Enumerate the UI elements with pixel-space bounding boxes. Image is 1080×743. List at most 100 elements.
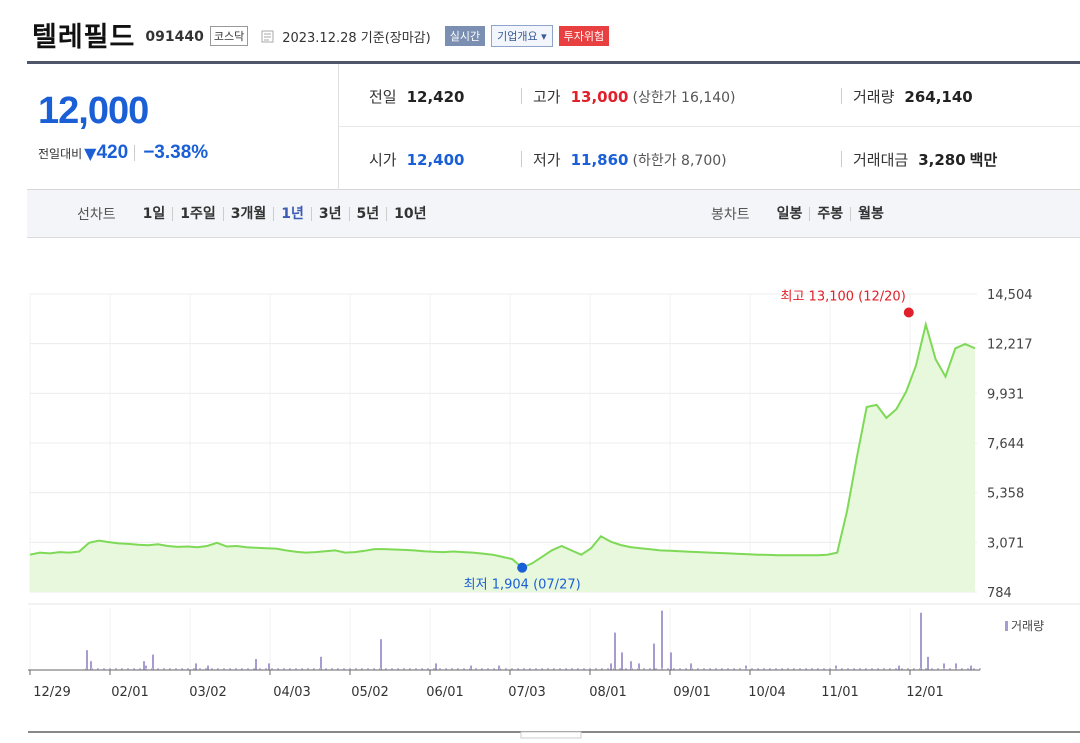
candle-chart-options: 봉차트 일봉 주봉 월봉 (711, 190, 891, 238)
volume-bar (961, 668, 963, 670)
price-box: 12,000 전일대비 ▼ 420 −3.38% (27, 64, 339, 190)
volume-bar (625, 668, 627, 670)
volume-bar (889, 668, 891, 670)
volume-bar (451, 668, 453, 670)
high-label: 최고 13,100 (12/20) (781, 289, 906, 304)
volume-bar (295, 668, 297, 670)
candle-monthly[interactable]: 월봉 (850, 207, 891, 221)
volume-bar (403, 668, 405, 670)
volume-bar (775, 668, 777, 670)
volume: 거래량 264,140 (853, 86, 973, 107)
volume-bar (409, 668, 411, 670)
volume-bar (630, 661, 632, 670)
volume-bar (979, 668, 981, 670)
period-3y[interactable]: 3년 (310, 207, 349, 221)
volume-bar (433, 668, 435, 670)
volume-bar (823, 668, 825, 670)
y-tick-label: 784 (987, 586, 1012, 601)
volume-bar (703, 668, 705, 670)
x-tick-label: 08/01 (589, 685, 626, 700)
volume-bar (289, 668, 291, 670)
period-10y[interactable]: 10년 (386, 207, 433, 221)
volume-bar (841, 668, 843, 670)
y-tick-label: 3,071 (987, 536, 1024, 551)
volume-bar (259, 668, 261, 670)
volume-bar (853, 668, 855, 670)
volume-bar (871, 668, 873, 670)
volume-bar (325, 668, 327, 670)
volume-bar (493, 668, 495, 670)
volume-bar (877, 668, 879, 670)
price-chart[interactable]: 14,504 12,217 9,931 7,644 5,358 3,071 784 최고 13… (0, 238, 1080, 739)
volume-bar (379, 668, 381, 670)
volume-bar (895, 668, 897, 670)
volume-bar (427, 668, 429, 670)
high-price: 고가 13,000 (상한가 16,140) (533, 86, 736, 107)
down-arrow-icon: ▼ (84, 143, 97, 163)
volume-bar (349, 668, 351, 670)
low-point (517, 562, 528, 573)
volume-bar (661, 610, 663, 670)
volume-bar (505, 668, 507, 670)
volume-bar (583, 668, 585, 670)
price-panel: 12,000 전일대비 ▼ 420 −3.38% 전일 12,420 고가 13… (27, 61, 1080, 190)
period-3m[interactable]: 3개월 (222, 207, 274, 221)
volume-bar (265, 668, 267, 670)
y-tick-label: 9,931 (987, 387, 1024, 402)
volume-bar (337, 668, 339, 670)
volume-bar (638, 663, 640, 670)
volume-bar (601, 668, 603, 670)
volume-bar (97, 668, 99, 670)
volume-bar (805, 668, 807, 670)
x-tick-label: 04/03 (273, 685, 310, 700)
volume-bar (535, 668, 537, 670)
volume-bar (355, 668, 357, 670)
volume-legend-swatch (1005, 621, 1008, 631)
amount-unit: 백만 (969, 151, 998, 169)
volume-bar (361, 668, 363, 670)
stats-row-1: 전일 12,420 고가 13,000 (상한가 16,140) 거래량 264… (339, 64, 1080, 127)
volume-bar (541, 668, 543, 670)
volume-bar (553, 668, 555, 670)
volume-bar (470, 665, 472, 670)
period-1w[interactable]: 1주일 (172, 207, 223, 221)
company-info-label: 기업개요 (497, 30, 538, 43)
high-value: 13,000 (570, 88, 629, 106)
period-5y[interactable]: 5년 (348, 207, 387, 221)
volume-bar (883, 668, 885, 670)
line-chart-heading: 선차트 (77, 207, 116, 223)
volume-bar (739, 668, 741, 670)
volume-bar (937, 668, 939, 670)
y-tick-label: 12,217 (987, 338, 1033, 353)
volume-bar (193, 668, 195, 670)
risk-badge[interactable]: 투자위험 (558, 26, 610, 46)
volume-bar (595, 668, 597, 670)
volume-bar (907, 668, 909, 670)
volume-bar (301, 668, 303, 670)
realtime-button[interactable]: 실시간 (444, 26, 486, 46)
volume-bar (151, 668, 153, 670)
candle-weekly[interactable]: 주봉 (809, 207, 850, 221)
company-info-dropdown[interactable]: 기업개요 ▾ (491, 25, 553, 47)
volume-bar (690, 663, 692, 670)
volume-bar (619, 668, 621, 670)
lower-limit: (하한가 8,700) (632, 153, 727, 169)
volume-bar (547, 668, 549, 670)
x-tick-label: 05/02 (351, 685, 388, 700)
volume-bar (255, 659, 257, 670)
volume-bar (343, 668, 345, 670)
volume-bar (223, 668, 225, 670)
current-price: 12,000 (38, 90, 149, 132)
volume-bar (187, 668, 189, 670)
period-1d[interactable]: 1일 (142, 206, 166, 222)
volume-bar (90, 661, 92, 670)
low-price: 저가 11,860 (하한가 8,700) (533, 149, 727, 170)
volume-bar (577, 668, 579, 670)
volume-bar (380, 639, 382, 670)
period-1y[interactable]: 1년 (273, 207, 311, 221)
candle-daily[interactable]: 일봉 (776, 206, 803, 222)
volume-label: 거래량 (853, 88, 895, 106)
divider (521, 151, 522, 167)
volume-bar (927, 656, 929, 670)
price-area (30, 324, 975, 592)
